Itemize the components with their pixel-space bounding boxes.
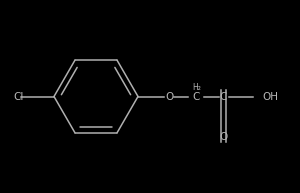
Text: O: O [165, 91, 174, 102]
Text: H₂: H₂ [192, 82, 201, 91]
Text: OH: OH [262, 91, 278, 102]
Text: C: C [220, 91, 227, 102]
Text: C: C [193, 91, 200, 102]
Text: O: O [219, 132, 228, 142]
Text: Cl: Cl [14, 91, 24, 102]
